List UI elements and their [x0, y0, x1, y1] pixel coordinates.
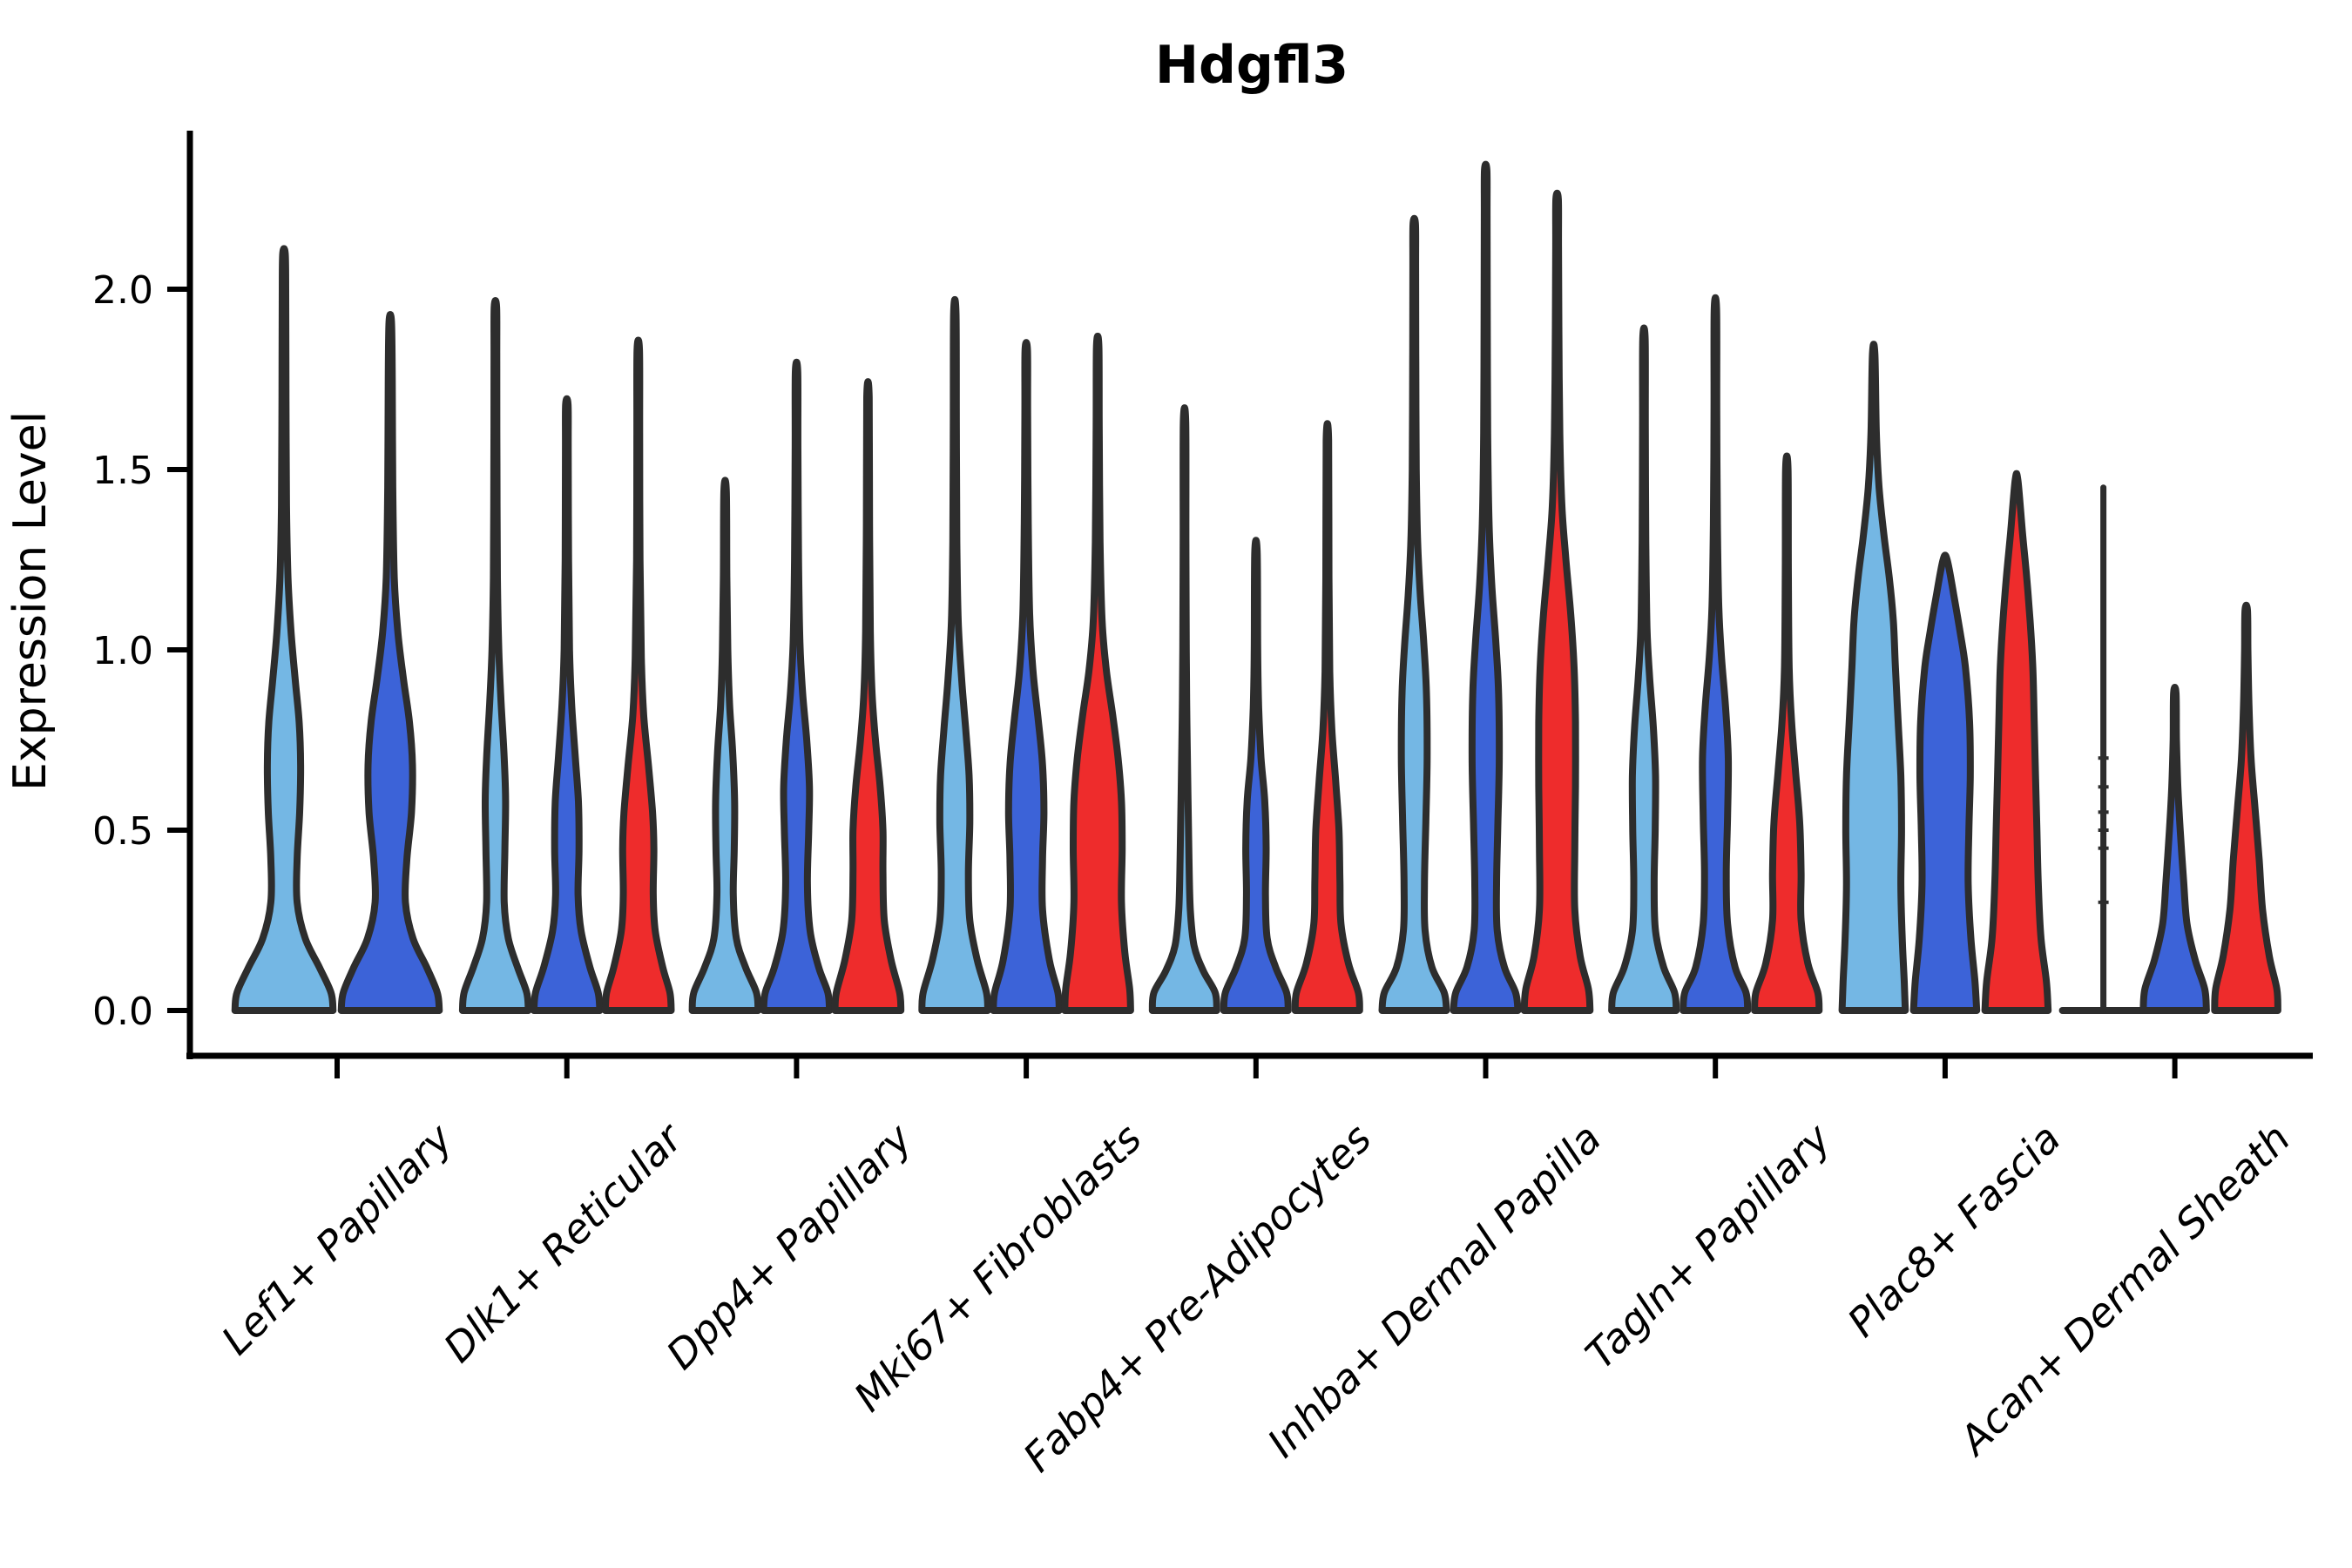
chart-title: Hdgfl3	[1155, 35, 1348, 96]
violin-red	[601, 336, 675, 1014]
violin-layer	[231, 160, 2281, 1014]
violin-group-1	[231, 245, 443, 1014]
violin-dark_blue	[337, 310, 443, 1014]
violin-light_blue	[918, 295, 991, 1014]
violin-red	[1061, 332, 1134, 1014]
violin-dark_blue	[1680, 294, 1752, 1014]
violin-dark_blue	[1450, 160, 1522, 1014]
violin-group-3	[688, 358, 905, 1014]
violin-light_blue	[1378, 214, 1450, 1014]
x-tick-label: Lef1+ Papillary	[213, 1114, 462, 1363]
y-tick-label: 2.0	[92, 268, 153, 313]
violin-dark_blue	[530, 395, 604, 1014]
violin-light_blue	[458, 296, 532, 1014]
violin-light_blue	[1608, 324, 1680, 1014]
y-tick-label: 1.0	[92, 629, 153, 673]
violin-dark_blue	[2139, 683, 2210, 1014]
violin-red	[1981, 470, 2052, 1014]
violin-group-9	[2058, 484, 2281, 1014]
violin-group-5	[1148, 404, 1363, 1014]
y-tick-label: 0.5	[92, 809, 153, 854]
x-tick-label: Plac8+ Fascia	[1838, 1115, 2069, 1346]
violin-red	[1520, 189, 1594, 1014]
y-tick-label: 1.5	[92, 449, 153, 493]
violin-group-8	[1838, 341, 2052, 1014]
violin-dark_blue	[1220, 537, 1292, 1014]
y-tick-label: 0.0	[92, 990, 153, 1034]
violin-dark_blue	[990, 339, 1063, 1014]
x-tick-label: Dpp4+ Papillary	[658, 1114, 922, 1378]
violin-light_blue	[231, 245, 337, 1014]
violin-dark_blue	[760, 358, 834, 1014]
violin-group-7	[1608, 294, 1823, 1014]
violin-group-4	[918, 295, 1134, 1014]
violin-group-6	[1378, 160, 1594, 1014]
violin-group-2	[458, 296, 675, 1014]
violin-light_blue	[1838, 341, 1909, 1014]
violin-red	[2211, 601, 2281, 1014]
violin-red	[831, 378, 905, 1014]
violin-red	[1751, 452, 1823, 1014]
y-axis-label: Expression Level	[4, 411, 57, 791]
x-tick-label: Dlk1+ Reticular	[435, 1112, 693, 1371]
x-tick-label: Tagln+ Papillary	[1577, 1114, 1841, 1378]
violin-red	[1291, 420, 1363, 1014]
violin-light_blue	[1148, 404, 1220, 1014]
violin-dark_blue	[1909, 551, 1981, 1014]
violin-light_blue	[688, 476, 762, 1014]
